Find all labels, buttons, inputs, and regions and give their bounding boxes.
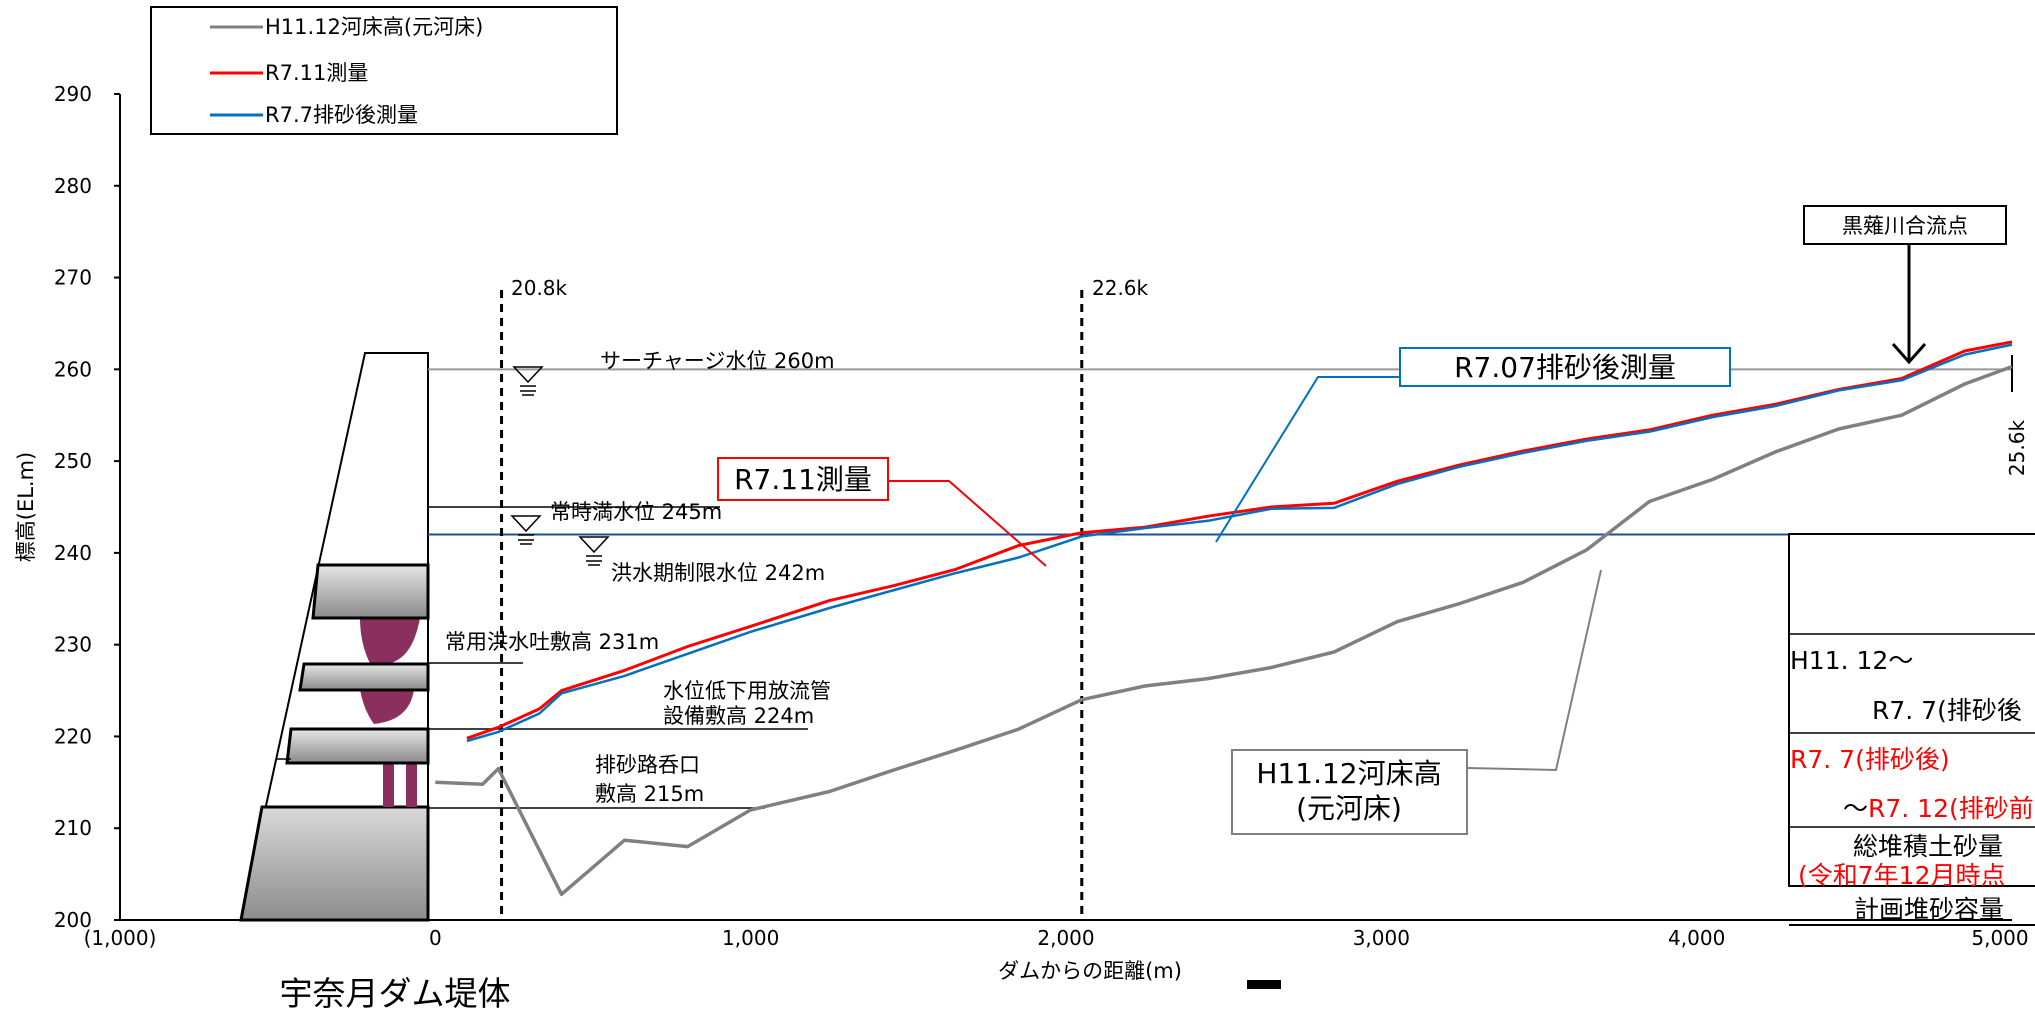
legend-label-r711: R7.11測量 (265, 61, 368, 85)
y-tick-label: 280 (54, 174, 92, 198)
dam-label: 宇奈月ダム堤体 (280, 974, 511, 1013)
teika-label-line2: 設備敷高 224m (663, 704, 814, 728)
flood-limit-level-label: 洪水期制限水位 242m (611, 561, 825, 585)
callout-h11-line1: H11.12河床高 (1256, 757, 1441, 790)
callout-r711-text: R7.11測量 (734, 463, 872, 496)
y-tick-label: 270 (54, 266, 92, 290)
series-r77-line (466, 343, 2013, 743)
y-axis-label: 標高(EL.m) (14, 452, 38, 563)
table-row3-line2: (令和7年12月時点 (1798, 861, 2005, 890)
table-row1-line1: H11. 12～ (1790, 646, 1913, 675)
y-tick-label: 200 (54, 908, 92, 932)
table-row1-line2: R7. 7(排砂後 (1872, 696, 2022, 725)
x-tick-label: 0 (429, 926, 442, 950)
normal-full-level-label: 常時満水位 245m (550, 500, 722, 524)
x-tick-label: (1,000) (84, 926, 157, 950)
y-tick-label: 290 (54, 82, 92, 106)
y-tick-label: 220 (54, 724, 92, 748)
haisa-label-line2: 敷高 215m (595, 782, 704, 806)
dam-body-drawing (239, 352, 808, 922)
legend-label-h11: H11.12河床高(元河床) (265, 15, 483, 39)
jouyou-label: 常用洪水吐敷高 231m (445, 630, 659, 654)
section-25-6k-label: 25.6k (2005, 420, 2029, 477)
series-h11-line (435, 364, 2013, 897)
x-tick-labels: (1,000) 0 1,000 2,000 3,000 4,000 5,000 (84, 926, 2029, 950)
teika-label-line1: 水位低下用放流管 (663, 679, 831, 703)
legend-label-r77: R7.7排砂後測量 (265, 103, 418, 127)
surcharge-level-label: サーチャージ水位 260m (600, 349, 835, 373)
callout-h11: H11.12河床高 (元河床) (1231, 569, 1602, 835)
kurokawa-callout: 黒薙川合流点 (1803, 205, 2007, 365)
table-row2-prefix: ～ (1843, 794, 1868, 823)
table-row2-red: R7. 12(排砂前 (1868, 794, 2034, 823)
haisa-label-line1: 排砂路呑口 (595, 753, 700, 777)
x-tick-label: 1,000 (722, 926, 779, 950)
callout-r707: R7.07排砂後測量 (1215, 347, 1731, 543)
x-tick-label: 5,000 (1971, 926, 2028, 950)
section-20-8k-label: 20.8k (511, 276, 568, 300)
y-tick-label: 260 (54, 357, 92, 381)
sediment-table: H11. 12～ R7. 7(排砂後 R7. 7(排砂後) ～R7. 12(排砂… (1788, 533, 2035, 926)
y-tick-label: 240 (54, 541, 92, 565)
legend: H11.12河床高(元河床) R7.11測量 R7.7排砂後測量 (150, 6, 618, 135)
x-tick-label: 2,000 (1037, 926, 1094, 950)
y-tick-labels: 200 210 220 230 240 250 260 270 280 290 (54, 82, 120, 932)
table-row2-line2: ～R7. 12(排砂前 (1843, 794, 2034, 823)
section-22-6k-label: 22.6k (1092, 276, 1149, 300)
table-row3-line1: 総堆積土砂量 (1853, 832, 2003, 861)
x-tick-label: 3,000 (1353, 926, 1410, 950)
series-r711-line (466, 340, 2013, 740)
water-level-symbols (510, 366, 610, 566)
x-tick-label: 4,000 (1668, 926, 1725, 950)
kurokawa-label: 黒薙川合流点 (1842, 214, 1968, 238)
callout-r711: R7.11測量 (717, 457, 1047, 567)
y-tick-label: 250 (54, 449, 92, 473)
table-row4: 計画堆砂容量 (1854, 895, 2004, 924)
y-tick-label: 230 (54, 633, 92, 657)
callout-r707-text: R7.07排砂後測量 (1454, 351, 1676, 384)
callout-h11-line2: (元河床) (1296, 792, 1402, 825)
table-row2-line1: R7. 7(排砂後) (1790, 745, 1950, 774)
y-tick-label: 210 (54, 816, 92, 840)
x-axis-label: ダムからの距離(m) (998, 959, 1182, 983)
x-axis-label-marker (1247, 980, 1281, 989)
